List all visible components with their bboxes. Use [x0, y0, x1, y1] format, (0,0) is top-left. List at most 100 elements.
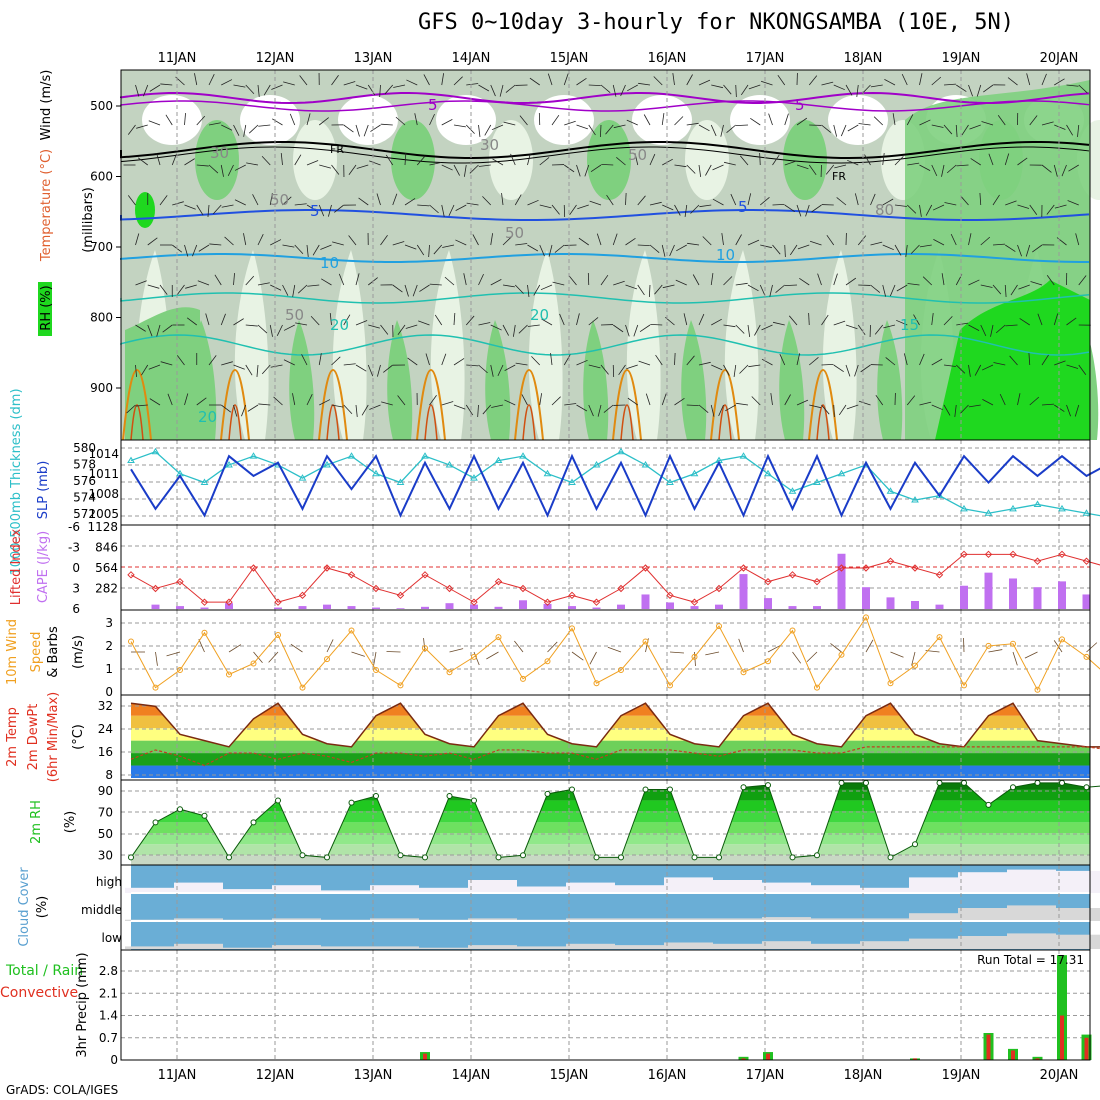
- wind-barb: [1025, 244, 1031, 257]
- wind-barb: [607, 646, 622, 653]
- precip-total-label: Total / Rain: [5, 963, 83, 979]
- contour-10: [120, 253, 1090, 264]
- wind-barb: [698, 79, 711, 86]
- wind-barb: [723, 324, 736, 328]
- wind-barb: [563, 354, 571, 366]
- contour-labels: FR FR 5 5 5 5 10 10 20 20 15 20 30 30 50 50 50 50 80: [198, 96, 919, 426]
- wind-barb: [571, 651, 584, 661]
- cloud-block-low: [860, 941, 909, 949]
- cloud-block-low: [321, 946, 370, 949]
- cloud-block-high: [468, 880, 517, 893]
- contour-5: [120, 209, 1090, 222]
- wind-barb: [484, 124, 492, 136]
- wind-barb: [147, 237, 158, 246]
- cape-tick: 1128: [87, 520, 118, 534]
- thickness-tick: 572: [73, 507, 96, 521]
- cape-bar: [666, 602, 674, 609]
- wind-barb: [772, 244, 781, 255]
- contour-30: [620, 404, 634, 441]
- wind-barb: [233, 318, 244, 326]
- wind-barb: [1041, 121, 1054, 126]
- wind-barb: [212, 204, 222, 215]
- wind-barb: [466, 364, 479, 367]
- wind-point: [177, 667, 183, 674]
- wind-barb: [772, 203, 785, 206]
- wind-barb: [747, 284, 759, 292]
- cloud-block-middle: [1007, 905, 1056, 921]
- wind-barb: [547, 641, 558, 653]
- wind-barb: [539, 244, 545, 257]
- contour-label: 30: [480, 136, 499, 154]
- wind-barb: [796, 164, 809, 170]
- wind-barb: [551, 114, 560, 126]
- wind-barb: [283, 81, 295, 86]
- contour-label: 50: [270, 191, 289, 209]
- wind-barb: [384, 84, 394, 95]
- cape-bar: [543, 603, 552, 609]
- wind-barb: [245, 275, 255, 286]
- date-label-top: 16JAN: [648, 51, 687, 66]
- cape-bar: [862, 587, 870, 609]
- wind-barb: [407, 357, 418, 366]
- precip-axis-label: 3hr Precip (mm): [75, 952, 90, 1057]
- wind-barb: [465, 404, 474, 416]
- wind-barb: [449, 648, 464, 653]
- wind-barb: [735, 234, 742, 246]
- wind-barb: [228, 644, 242, 653]
- wind-barb: [502, 284, 515, 288]
- wind-barb: [1041, 403, 1054, 406]
- wind-barb: [550, 353, 553, 366]
- wind-barb: [1078, 275, 1087, 286]
- wind-barb: [627, 84, 638, 92]
- wind-barb: [1046, 275, 1055, 286]
- contour-label: 5: [310, 202, 320, 220]
- wind-barb: [490, 324, 502, 331]
- wind-barb: [759, 284, 766, 297]
- slp-tick: 1014: [88, 447, 119, 461]
- wind-barb: [428, 244, 430, 257]
- cloud-block-high: [762, 882, 811, 893]
- wind-barb: [299, 75, 308, 86]
- wind-barb: [882, 284, 887, 297]
- wind-barb: [857, 324, 866, 336]
- wind-barb: [922, 276, 933, 286]
- wind-barb: [167, 393, 173, 406]
- wind-barb: [796, 353, 801, 366]
- wind-barb: [184, 244, 189, 257]
- precip-conv-bar: [423, 1053, 427, 1060]
- cloud-block-low: [223, 947, 272, 949]
- wind-barb: [941, 164, 945, 177]
- wind-barb: [811, 204, 822, 213]
- wind-barb: [740, 84, 749, 96]
- precip-frame: [120, 949, 1091, 1061]
- wind-barb: [588, 317, 599, 326]
- wind-barb: [184, 113, 186, 126]
- date-label-bottom: 18JAN: [844, 1068, 883, 1083]
- wind-barb: [135, 404, 148, 407]
- li-tick: -6: [68, 520, 80, 534]
- wind-barb: [306, 204, 318, 212]
- wind-barb: [478, 322, 491, 326]
- wind-barb: [381, 401, 393, 406]
- contour-label: 50: [505, 224, 524, 242]
- wind-barb: [735, 282, 748, 286]
- wind-barb: [919, 353, 925, 366]
- wind-tick: 2: [105, 639, 113, 653]
- wind-barb: [380, 324, 389, 335]
- wind-barb: [838, 404, 847, 416]
- wind-barb: [148, 364, 161, 370]
- wind-barb: [404, 284, 409, 297]
- wind-barb: [857, 235, 867, 246]
- wind-barb: [653, 76, 663, 86]
- wind-barb: [956, 322, 969, 326]
- wind-barb: [514, 194, 522, 206]
- wind-barb: [414, 113, 418, 126]
- wind-barb: [478, 84, 490, 92]
- wind-barb: [865, 639, 874, 653]
- wind-barb: [533, 284, 541, 296]
- cape-bar: [421, 606, 429, 609]
- wind-point: [128, 638, 134, 645]
- rh-point: [152, 819, 159, 826]
- rh-upper-patch: [195, 120, 239, 200]
